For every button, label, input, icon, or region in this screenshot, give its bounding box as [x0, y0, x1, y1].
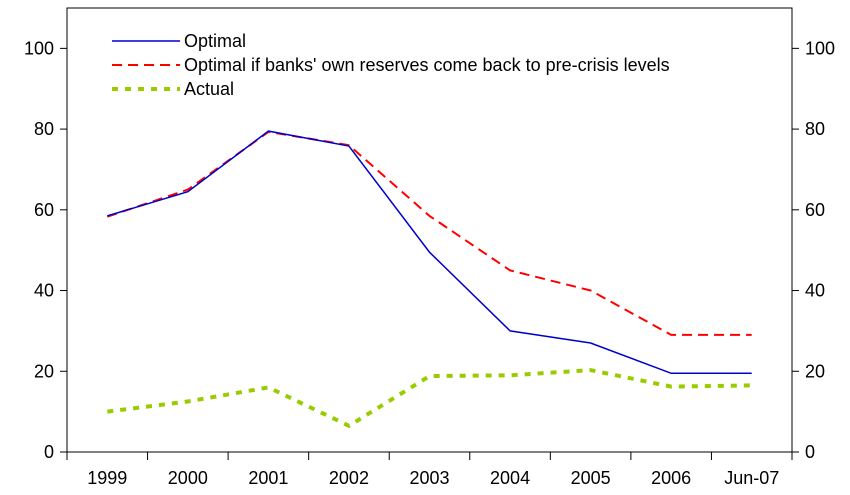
y-tick-label-left: 40 — [34, 281, 54, 301]
y-tick-label-left: 60 — [34, 200, 54, 220]
legend-label-2: Actual — [184, 79, 234, 99]
x-tick-label: 2000 — [168, 468, 208, 488]
y-tick-label-right: 0 — [805, 442, 815, 462]
x-tick-label: 1999 — [87, 468, 127, 488]
x-tick-label: 2001 — [248, 468, 288, 488]
series-lines — [106, 130, 752, 429]
y-tick-label-right: 100 — [805, 38, 835, 58]
series-line-0 — [107, 130, 752, 375]
y-tick-label-right: 20 — [805, 361, 825, 381]
y-tick-label-right: 40 — [805, 281, 825, 301]
plot-frame — [66, 7, 793, 453]
y-tick-label-right: 60 — [805, 200, 825, 220]
x-tick-label: 2004 — [490, 468, 530, 488]
legend-label-1: Optimal if banks' own reserves come back… — [184, 55, 670, 75]
y-tick-label-left: 20 — [34, 361, 54, 381]
x-tick-label: 2005 — [571, 468, 611, 488]
y-tick-label-left: 80 — [34, 119, 54, 139]
x-tick-label: 2002 — [329, 468, 369, 488]
legend: Optimal Optimal if banks' own reserves co… — [112, 31, 670, 99]
x-tick-label: 2003 — [409, 468, 449, 488]
y-tick-label-left: 100 — [24, 38, 54, 58]
x-tick-label: 2006 — [651, 468, 691, 488]
series-line-2 — [107, 368, 752, 429]
axes: 1999 2000 2001 2002 2003 2004 2005 2006 Jun-07 0 2… — [24, 7, 835, 488]
legend-label-0: Optimal — [184, 31, 246, 51]
y-tick-label-left: 0 — [44, 442, 54, 462]
y-tick-label-right: 80 — [805, 119, 825, 139]
series-line-1 — [106, 130, 752, 336]
x-tick-label: Jun-07 — [724, 468, 779, 488]
